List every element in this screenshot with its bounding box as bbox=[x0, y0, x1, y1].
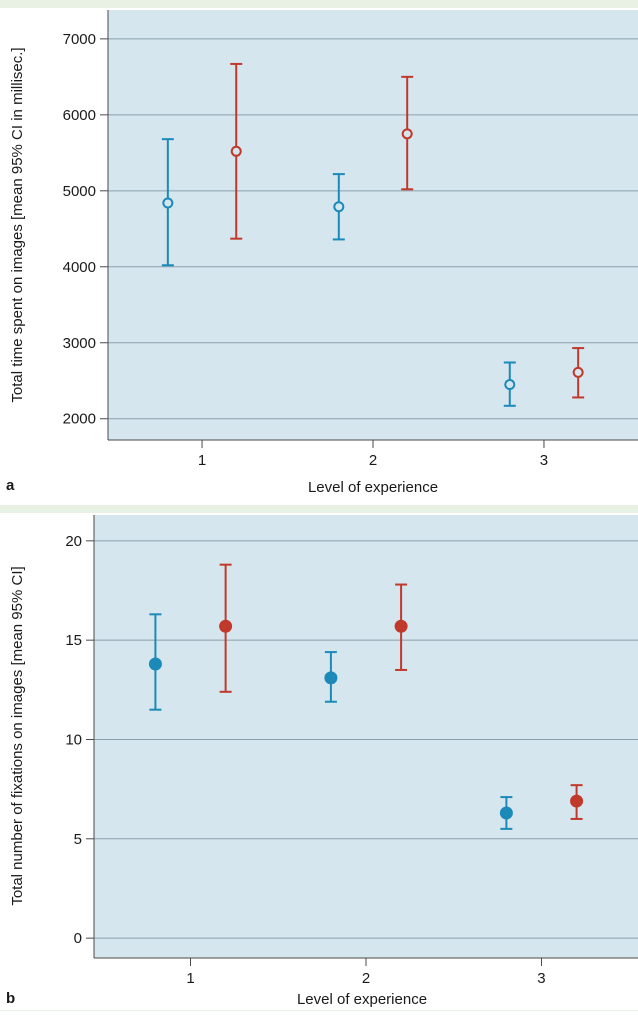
y-tick-label: 5 bbox=[74, 831, 82, 848]
y-axis-title: Total time spent on images [mean 95% CI … bbox=[9, 47, 26, 402]
mean-point bbox=[394, 619, 408, 633]
mean-point bbox=[324, 671, 338, 685]
series-layer bbox=[161, 62, 585, 407]
chart-a-svg: 2000 3000 4000 5000 6000 7000 1 2 3 Level of ex… bbox=[6, 10, 638, 496]
x-tick-label: 2 bbox=[369, 452, 377, 469]
y-tick-label: 6000 bbox=[63, 107, 96, 124]
grid-lines bbox=[94, 540, 638, 939]
x-tick-label: 2 bbox=[362, 970, 370, 987]
mean-point bbox=[401, 128, 413, 140]
mean-point bbox=[333, 201, 345, 213]
panel-label: b bbox=[6, 990, 15, 1007]
x-ticks: 1 2 3 bbox=[198, 440, 548, 469]
middle-background-band bbox=[0, 505, 638, 513]
x-tick-label: 3 bbox=[537, 970, 545, 987]
y-tick-label: 2000 bbox=[63, 411, 96, 428]
x-tick-label: 3 bbox=[540, 452, 548, 469]
mean-point bbox=[499, 806, 513, 820]
x-tick-label: 1 bbox=[198, 452, 206, 469]
series-layer bbox=[148, 563, 584, 830]
mean-point bbox=[504, 379, 516, 391]
mean-point bbox=[219, 619, 233, 633]
mean-point bbox=[570, 794, 584, 808]
mean-point bbox=[148, 657, 162, 671]
mean-point bbox=[162, 197, 174, 209]
top-background-band bbox=[0, 0, 638, 8]
y-tick-label: 3000 bbox=[63, 335, 96, 352]
panel-label: a bbox=[6, 477, 15, 494]
x-axis-title: Level of experience bbox=[308, 479, 438, 496]
y-tick-label: 15 bbox=[65, 632, 82, 649]
y-tick-label: 5000 bbox=[63, 183, 96, 200]
x-ticks: 1 2 3 bbox=[186, 958, 546, 987]
plot-area bbox=[108, 10, 638, 440]
plot-area bbox=[94, 515, 638, 958]
y-tick-label: 20 bbox=[65, 533, 82, 550]
y-ticks: 2000 3000 4000 5000 6000 7000 bbox=[63, 31, 108, 428]
grid-lines bbox=[108, 38, 638, 420]
y-axis-title: Total number of fixations on images [mea… bbox=[9, 566, 26, 905]
y-tick-label: 0 bbox=[74, 930, 82, 947]
chart-panel-b: 0 5 10 15 20 1 2 3 Level of experience Total n… bbox=[0, 513, 638, 1010]
x-tick-label: 1 bbox=[186, 970, 194, 987]
y-tick-label: 4000 bbox=[63, 259, 96, 276]
chart-panel-a: 2000 3000 4000 5000 6000 7000 1 2 3 Level of ex… bbox=[0, 8, 638, 505]
y-tick-label: 7000 bbox=[63, 31, 96, 48]
x-axis-title: Level of experience bbox=[297, 991, 427, 1008]
mean-point bbox=[230, 145, 242, 157]
mean-point bbox=[572, 366, 584, 378]
y-ticks: 0 5 10 15 20 bbox=[65, 533, 94, 947]
y-tick-label: 10 bbox=[65, 731, 82, 748]
chart-b-svg: 0 5 10 15 20 1 2 3 Level of experience Total n… bbox=[6, 515, 638, 1008]
